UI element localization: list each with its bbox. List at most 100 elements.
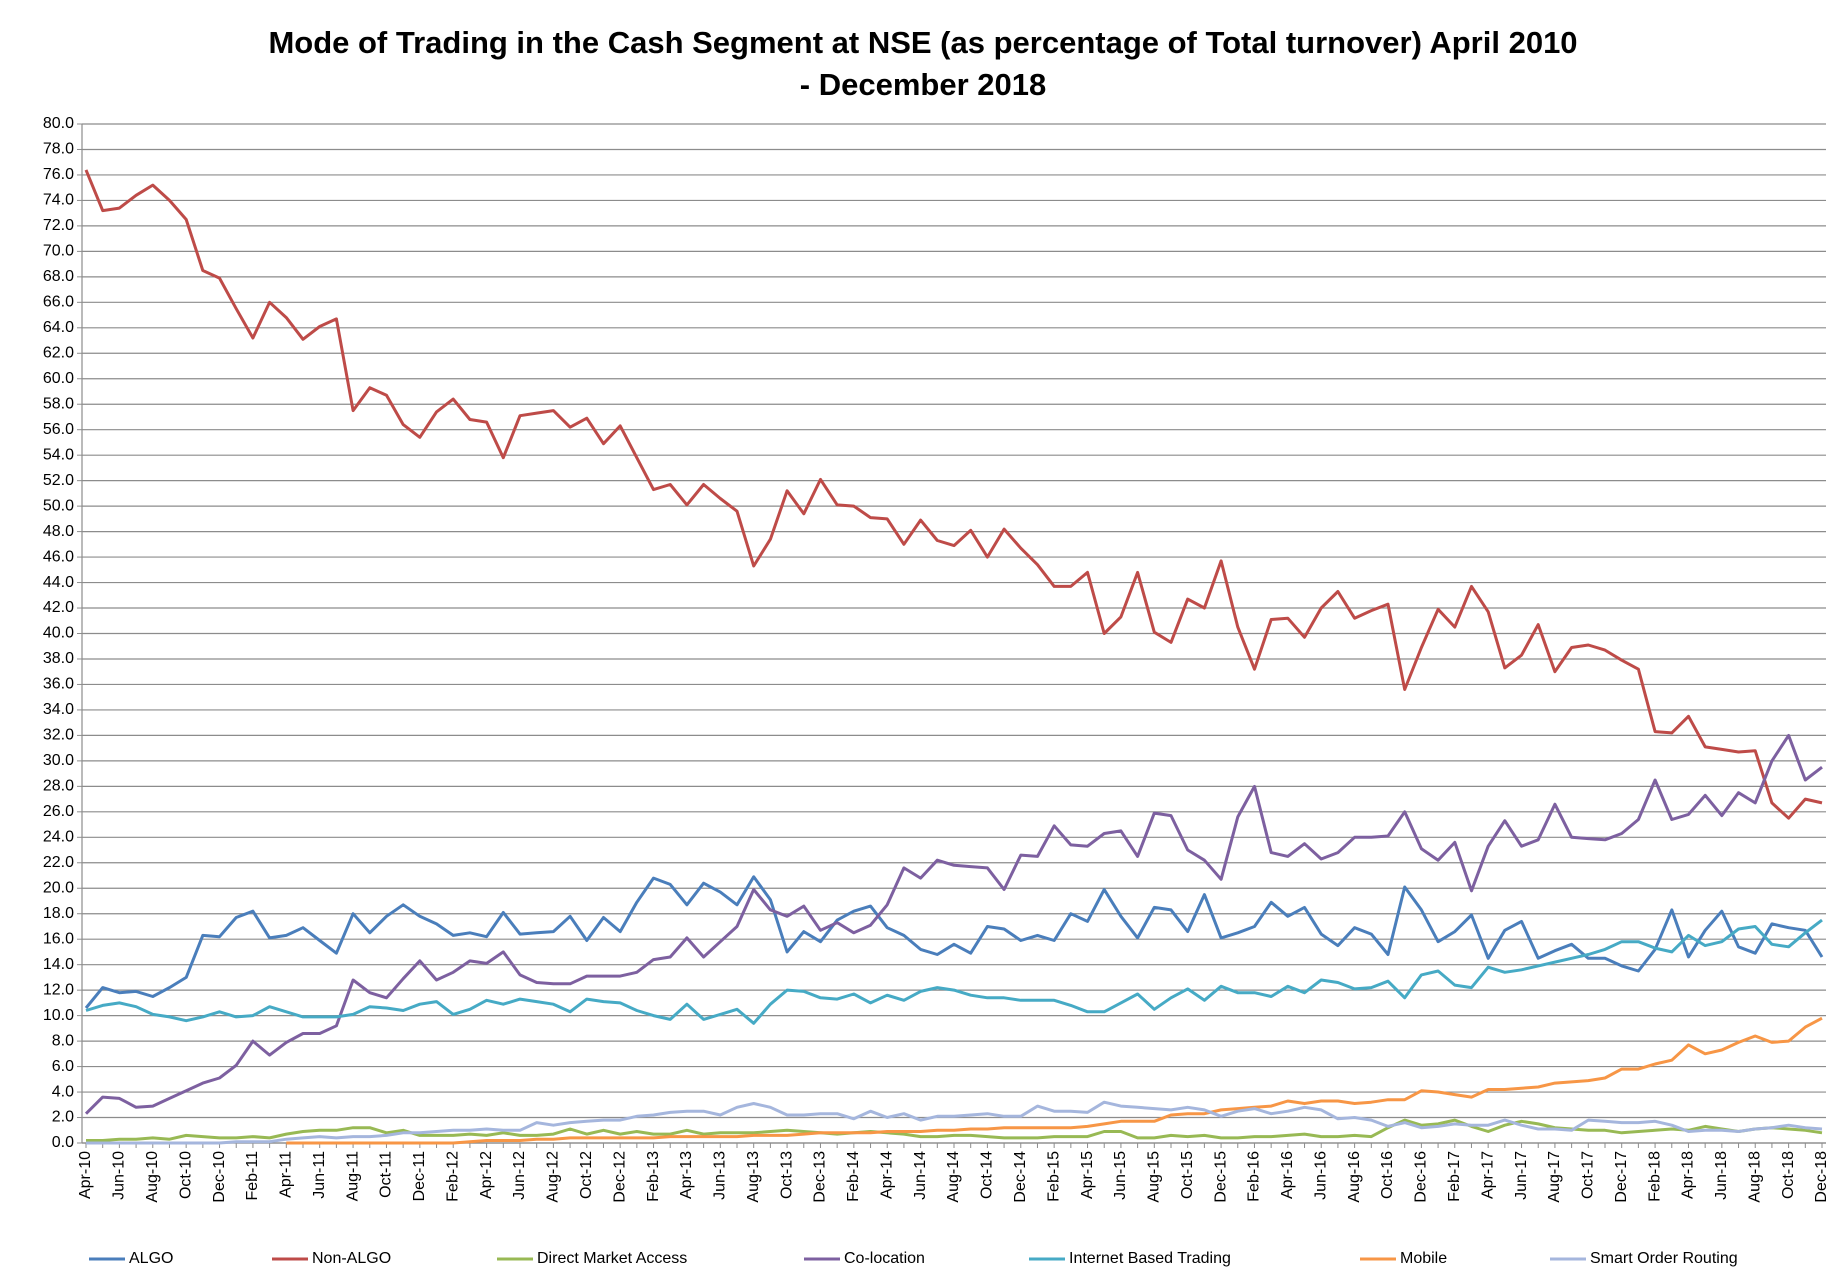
x-tick-label: Oct-17 — [1580, 1151, 1597, 1199]
y-tick-label: 54.0 — [43, 446, 74, 463]
x-tick-label: Jun-18 — [1713, 1151, 1730, 1200]
x-tick-label: Dec-17 — [1613, 1151, 1630, 1203]
x-tick-label: Aug-18 — [1746, 1151, 1763, 1203]
x-tick-label: Apr-10 — [77, 1151, 94, 1199]
y-tick-label: 8.0 — [52, 1032, 74, 1049]
legend-label: Smart Order Routing — [1590, 1250, 1738, 1267]
y-tick-label: 44.0 — [43, 574, 74, 591]
x-tick-label: Dec-16 — [1413, 1151, 1430, 1203]
x-tick-label: Oct-12 — [578, 1151, 595, 1199]
series-line — [286, 1016, 1823, 1145]
x-tick-label: Oct-14 — [979, 1151, 996, 1199]
y-tick-label: 20.0 — [43, 879, 74, 896]
series-line — [85, 918, 1823, 1025]
x-tick-label: Jun-10 — [111, 1151, 128, 1200]
y-tick-label: 66.0 — [43, 294, 74, 311]
x-tick-label: Oct-18 — [1780, 1151, 1797, 1199]
y-tick-label: 50.0 — [43, 497, 74, 514]
x-tick-label: Feb-18 — [1646, 1151, 1663, 1202]
y-tick-label: 68.0 — [43, 268, 74, 285]
x-tick-label: Dec-11 — [411, 1151, 428, 1201]
y-tick-label: 58.0 — [43, 395, 74, 412]
x-tick-label: Feb-16 — [1246, 1151, 1263, 1202]
y-tick-label: 32.0 — [43, 727, 74, 744]
series-line — [84, 875, 1824, 1009]
x-tick-label: Apr-13 — [678, 1151, 695, 1199]
series-line — [86, 1118, 1823, 1142]
series-line — [86, 1100, 1823, 1145]
x-tick-label: Jun-13 — [712, 1151, 729, 1200]
x-tick-label: Aug-11 — [344, 1151, 361, 1202]
y-tick-label: 6.0 — [52, 1058, 74, 1075]
x-tick-label: Oct-16 — [1379, 1151, 1396, 1199]
y-tick-label: 56.0 — [43, 421, 74, 438]
x-tick-label: Oct-15 — [1179, 1151, 1196, 1199]
chart-title: Mode of Trading in the Cash Segment at N… — [268, 25, 1578, 102]
series-line — [84, 733, 1823, 1115]
y-tick-label: 28.0 — [43, 778, 74, 795]
x-tick-label: Aug-13 — [745, 1151, 762, 1203]
x-tick-label: Dec-18 — [1813, 1151, 1830, 1203]
y-tick-label: 38.0 — [43, 650, 74, 667]
x-tick-label: Dec-12 — [611, 1151, 628, 1203]
y-tick-label: 48.0 — [43, 523, 74, 540]
x-tick-label: Dec-13 — [812, 1151, 829, 1203]
x-tick-label: Jun-16 — [1312, 1151, 1329, 1200]
y-tick-label: 76.0 — [43, 166, 74, 183]
y-tick-label: 0.0 — [52, 1134, 74, 1151]
x-tick-label: Feb-14 — [845, 1151, 862, 1202]
legend-label: Non-ALGO — [312, 1250, 391, 1267]
x-tick-label: Feb-12 — [444, 1151, 461, 1202]
y-tick-label: 46.0 — [43, 548, 74, 565]
x-tick-label: Apr-15 — [1079, 1151, 1096, 1199]
x-tick-label: Oct-13 — [778, 1151, 795, 1199]
y-tick-label: 22.0 — [43, 854, 74, 871]
x-tick-label: Dec-15 — [1212, 1151, 1229, 1203]
y-tick-label: 16.0 — [43, 930, 74, 947]
y-tick-label: 78.0 — [43, 141, 74, 158]
y-tick-label: 72.0 — [43, 217, 74, 234]
x-tick-label: Aug-15 — [1146, 1151, 1163, 1203]
x-tick-label: Feb-17 — [1446, 1151, 1463, 1202]
y-tick-label: 34.0 — [43, 701, 74, 718]
y-tick-label: 70.0 — [43, 243, 74, 260]
x-tick-label: Aug-14 — [945, 1151, 962, 1203]
x-tick-label: Jun-12 — [511, 1151, 528, 1200]
x-tick-label: Apr-12 — [478, 1151, 495, 1199]
x-tick-label: Feb-15 — [1045, 1151, 1062, 1202]
x-tick-label: Jun-15 — [1112, 1151, 1129, 1200]
y-tick-label: 60.0 — [43, 370, 74, 387]
y-tick-label: 42.0 — [43, 599, 74, 616]
y-tick-label: 26.0 — [43, 803, 74, 820]
x-tick-label: Aug-12 — [545, 1151, 562, 1203]
x-tick-label: Aug-16 — [1346, 1151, 1363, 1203]
x-tick-label: Apr-11 — [278, 1151, 295, 1198]
y-tick-label: 74.0 — [43, 192, 74, 209]
x-tick-label: Aug-10 — [144, 1151, 161, 1203]
y-tick-label: 24.0 — [43, 829, 74, 846]
y-tick-label: 18.0 — [43, 905, 74, 922]
x-tick-label: Apr-16 — [1279, 1151, 1296, 1199]
y-tick-label: 10.0 — [43, 1007, 74, 1024]
x-tick-label: Jun-11 — [311, 1151, 328, 1199]
x-tick-label: Jun-14 — [912, 1151, 929, 1200]
y-tick-label: 2.0 — [52, 1109, 74, 1126]
y-tick-label: 64.0 — [43, 319, 74, 336]
x-tick-label: Oct-11 — [378, 1151, 395, 1198]
x-tick-label: Feb-11 — [244, 1151, 261, 1201]
y-tick-label: 80.0 — [43, 115, 74, 132]
legend-label: ALGO — [129, 1250, 173, 1267]
x-tick-label: Oct-10 — [177, 1151, 194, 1199]
legend-label: Internet Based Trading — [1069, 1250, 1231, 1267]
x-tick-label: Aug-17 — [1546, 1151, 1563, 1203]
x-tick-label: Dec-10 — [211, 1151, 228, 1203]
y-tick-label: 52.0 — [43, 472, 74, 489]
x-tick-label: Apr-14 — [878, 1151, 895, 1199]
legend-label: Co-location — [844, 1250, 925, 1267]
x-tick-label: Feb-13 — [645, 1151, 662, 1202]
x-tick-label: Dec-14 — [1012, 1151, 1029, 1203]
legend-label: Mobile — [1400, 1250, 1447, 1267]
y-tick-label: 14.0 — [43, 956, 74, 973]
